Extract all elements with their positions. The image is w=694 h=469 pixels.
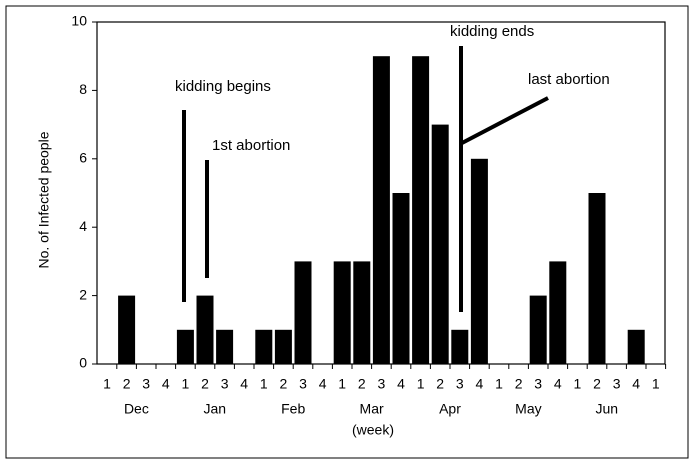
x-tick-label: 1 (260, 376, 268, 392)
bar (196, 295, 214, 364)
x-tick-label: 1 (574, 376, 582, 392)
x-tick-label: 2 (593, 376, 601, 392)
y-tick-label: 2 (79, 286, 87, 302)
bar (549, 261, 567, 364)
annotation: kidding begins (175, 78, 271, 95)
month-label: Feb (281, 401, 305, 417)
bar (176, 329, 194, 364)
x-tick-label: 4 (397, 376, 405, 392)
month-label: Mar (360, 401, 384, 417)
month-label: May (515, 401, 541, 417)
frame (5, 5, 689, 459)
bar (588, 193, 606, 364)
annotation: 1st abortion (212, 137, 290, 154)
annotation: kidding ends (450, 23, 534, 40)
month-label: Jan (204, 401, 227, 417)
y-tick-label: 10 (71, 13, 87, 29)
x-tick-label: 4 (319, 376, 327, 392)
bar (216, 329, 234, 364)
bar (353, 261, 371, 364)
x-tick-label: 3 (142, 376, 150, 392)
x-tick-label: 2 (436, 376, 444, 392)
bar (333, 261, 351, 364)
bar (255, 329, 273, 364)
x-tick-label: 1 (103, 376, 111, 392)
annotation-line (461, 96, 549, 145)
month-label: Dec (124, 401, 149, 417)
bar (274, 329, 292, 364)
bar (431, 124, 449, 364)
x-tick-label: 4 (554, 376, 562, 392)
x-tick-label: 1 (417, 376, 425, 392)
x-tick-label: 4 (632, 376, 640, 392)
annotation: last abortion (528, 71, 610, 88)
x-tick-label: 2 (358, 376, 366, 392)
x-tick-label: 3 (299, 376, 307, 392)
y-tick-label: 6 (79, 150, 87, 166)
y-tick-label: 0 (79, 355, 87, 371)
x-tick-label: 3 (378, 376, 386, 392)
month-label: Jun (596, 401, 619, 417)
x-tick-label: 4 (162, 376, 170, 392)
bar (392, 193, 410, 364)
x-tick-label: 1 (495, 376, 503, 392)
bar (412, 56, 430, 364)
x-tick-label: 3 (534, 376, 542, 392)
y-tick-label: 4 (79, 218, 87, 234)
bar (294, 261, 312, 364)
bar (118, 295, 136, 364)
x-tick-label: 3 (613, 376, 621, 392)
bar (627, 329, 645, 364)
x-tick-label: 2 (280, 376, 288, 392)
month-label: Apr (439, 401, 461, 417)
y-tick-label: 8 (79, 81, 87, 97)
x-tick-label: 2 (123, 376, 131, 392)
x-tick-label: 1 (338, 376, 346, 392)
bar (470, 158, 488, 364)
x-tick-label: 1 (652, 376, 660, 392)
x-tick-label: 3 (456, 376, 464, 392)
bar (372, 56, 390, 364)
x-tick-label: 3 (221, 376, 229, 392)
bar (451, 329, 469, 364)
bar (529, 295, 547, 364)
x-tick-label: 4 (240, 376, 248, 392)
x-tick-label: 2 (201, 376, 209, 392)
y-axis-label: No. of Infected people (36, 131, 52, 268)
x-tick-label: 4 (476, 376, 484, 392)
x-axis-label: (week) (352, 422, 394, 438)
x-tick-label: 1 (182, 376, 190, 392)
x-tick-label: 2 (515, 376, 523, 392)
